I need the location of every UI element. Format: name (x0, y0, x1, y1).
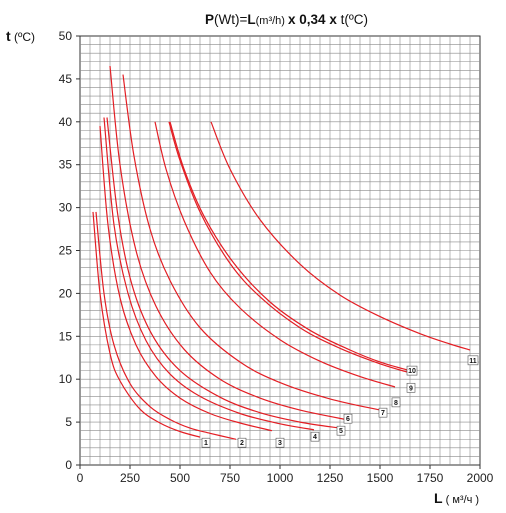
curve-label-text: 9 (409, 385, 413, 392)
curve-label-box (406, 365, 418, 376)
curve-label-box (201, 437, 211, 448)
y-tick-label: 5 (65, 415, 72, 429)
curve-label-text: 10 (408, 368, 416, 375)
curve-label-7: 7 (378, 407, 388, 418)
curve-label-8: 8 (391, 397, 401, 408)
curve-label-text: 2 (240, 440, 244, 447)
curve-labels: 1 2 3 4 56 7 8 9 10 11 (201, 355, 479, 448)
curve-label-box (378, 407, 388, 418)
series-line-5 (106, 117, 341, 429)
series-line-10 (169, 121, 411, 372)
curve-label-10: 10 (406, 365, 418, 376)
y-tick-label: 35 (59, 158, 73, 172)
curve-label-text: 6 (346, 416, 350, 423)
curve-label-4: 4 (310, 431, 320, 442)
x-tick-label: 250 (120, 471, 140, 485)
x-tick-label: 500 (170, 471, 190, 485)
series-line-3 (99, 126, 273, 432)
curve-label-box (343, 413, 353, 424)
curve-label-11: 11 (467, 355, 479, 366)
curve-label-box (310, 431, 320, 442)
y-tick-label: 10 (59, 372, 73, 386)
series-line-7 (122, 74, 381, 411)
series-line-9 (168, 121, 409, 373)
x-axis-label: L ( м³/ч ) (434, 490, 479, 506)
curve-label-2: 2 (237, 437, 247, 448)
chart-title: P(Wt)=L(m³/h) x 0,34 x t(ºC) (205, 12, 368, 27)
x-tick-label: 1500 (367, 471, 394, 485)
curves (92, 65, 471, 440)
curve-label-5: 5 (336, 425, 346, 436)
curve-label-text: 1 (204, 440, 208, 447)
series-line-1 (92, 211, 201, 438)
curve-label-box (406, 382, 416, 393)
grid (79, 35, 481, 466)
curve-label-1: 1 (201, 437, 211, 448)
y-tick-label: 30 (59, 201, 73, 215)
curve-label-3: 3 (275, 437, 285, 448)
x-tick-label: 2000 (467, 471, 494, 485)
series-line-2 (95, 211, 237, 440)
x-tick-label: 1000 (267, 471, 294, 485)
series-line-4 (103, 117, 315, 431)
series-line-8 (154, 121, 396, 388)
y-tick-label: 45 (59, 72, 73, 86)
curve-label-box (275, 437, 285, 448)
y-tick-label: 40 (59, 115, 73, 129)
y-tick-label: 20 (59, 286, 73, 300)
curve-label-9: 9 (406, 382, 416, 393)
y-tick-label: 50 (59, 29, 73, 43)
series-line-6 (109, 65, 347, 421)
x-tick-label: 1250 (317, 471, 344, 485)
curve-label-text: 5 (339, 428, 343, 435)
curve-label-text: 3 (278, 440, 282, 447)
series-line-11 (210, 121, 471, 351)
curve-label-text: 4 (313, 434, 317, 441)
x-tick-label: 750 (220, 471, 240, 485)
x-tick-label: 0 (77, 471, 84, 485)
curve-label-6: 6 (343, 413, 353, 424)
y-tick-label: 15 (59, 329, 73, 343)
ticks: 0 250 500 750 1000 1250 1500 1750 20000510152025… (59, 29, 494, 485)
y-tick-label: 0 (65, 458, 72, 472)
curve-label-box (391, 397, 401, 408)
curve-label-box (467, 355, 479, 366)
curve-label-box (237, 437, 247, 448)
y-axis-label: t (ºC) (6, 28, 35, 44)
curve-label-text: 8 (394, 400, 398, 407)
curve-label-text: 7 (381, 410, 385, 417)
y-tick-label: 25 (59, 244, 73, 258)
x-tick-label: 1750 (417, 471, 444, 485)
curve-label-text: 11 (469, 358, 477, 365)
curve-label-box (336, 425, 346, 436)
